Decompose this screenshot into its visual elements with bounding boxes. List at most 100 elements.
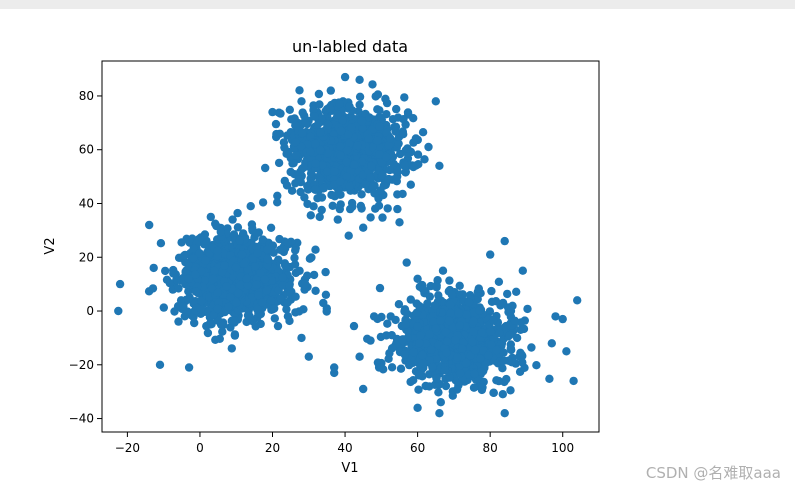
- data-point: [413, 322, 422, 331]
- x-tick-label: 0: [196, 441, 204, 455]
- data-point: [416, 331, 425, 341]
- data-point: [366, 213, 375, 222]
- data-point: [290, 253, 299, 263]
- data-point: [353, 141, 362, 150]
- y-tick-label: 80: [79, 89, 94, 103]
- y-tick-label: 60: [79, 143, 94, 157]
- data-point: [333, 215, 342, 224]
- data-point: [500, 236, 509, 246]
- data-point: [273, 321, 283, 331]
- data-point: [270, 314, 279, 323]
- data-point: [395, 218, 404, 227]
- data-point: [239, 259, 249, 268]
- data-point: [218, 327, 227, 336]
- data-point: [420, 155, 429, 164]
- data-point: [263, 254, 273, 264]
- data-point: [355, 92, 365, 102]
- data-point: [344, 130, 353, 139]
- data-point: [425, 370, 434, 379]
- data-point: [506, 386, 515, 395]
- data-point: [432, 283, 441, 292]
- data-point: [316, 146, 325, 155]
- data-point: [306, 147, 315, 156]
- data-point: [425, 292, 434, 301]
- data-point: [445, 300, 455, 309]
- data-point: [232, 298, 241, 307]
- data-point: [283, 298, 292, 307]
- data-point: [342, 146, 352, 155]
- data-point: [314, 119, 323, 129]
- data-point: [478, 383, 487, 392]
- data-point: [387, 363, 397, 372]
- data-point: [385, 165, 394, 175]
- data-point: [518, 266, 527, 275]
- data-point: [477, 367, 486, 377]
- data-point: [475, 306, 484, 315]
- data-point: [319, 183, 329, 193]
- data-point: [419, 358, 428, 368]
- x-tick-label: 60: [410, 441, 425, 455]
- data-point: [370, 189, 379, 198]
- data-point: [368, 80, 377, 89]
- data-point: [243, 281, 253, 290]
- data-point: [252, 229, 261, 238]
- data-point: [217, 267, 227, 277]
- data-point: [314, 89, 324, 99]
- chart-title: un-labled data: [292, 37, 408, 56]
- data-point: [226, 323, 235, 332]
- data-point: [347, 123, 356, 132]
- data-point: [386, 134, 395, 143]
- data-point: [403, 144, 412, 153]
- data-point: [379, 181, 388, 190]
- data-point: [177, 238, 186, 247]
- data-point: [253, 249, 262, 258]
- data-point: [231, 263, 241, 272]
- data-point: [191, 270, 200, 279]
- data-point: [300, 193, 309, 202]
- data-point: [294, 175, 303, 184]
- data-point: [183, 295, 193, 304]
- data-point: [263, 245, 272, 254]
- data-point: [355, 352, 364, 361]
- data-point: [336, 151, 346, 160]
- data-point: [174, 284, 183, 293]
- data-point: [348, 202, 357, 212]
- data-point: [532, 361, 541, 370]
- data-point: [169, 265, 178, 275]
- data-point: [435, 409, 444, 418]
- data-point: [252, 242, 261, 252]
- data-point: [342, 172, 351, 181]
- data-point: [392, 104, 401, 114]
- data-point: [297, 333, 306, 343]
- data-point: [452, 385, 462, 394]
- data-point: [174, 317, 183, 326]
- data-point: [383, 204, 392, 213]
- data-point: [274, 158, 284, 168]
- data-point: [287, 186, 297, 195]
- data-point: [325, 104, 335, 113]
- data-point: [486, 327, 496, 336]
- data-point: [322, 167, 332, 176]
- data-point: [252, 280, 261, 289]
- data-point: [206, 212, 215, 222]
- data-point: [378, 170, 387, 180]
- data-point: [211, 335, 220, 344]
- data-point: [345, 102, 354, 111]
- data-point: [197, 296, 206, 306]
- data-point: [283, 238, 292, 247]
- data-point: [262, 286, 271, 295]
- data-point: [191, 287, 200, 296]
- data-point: [254, 291, 263, 300]
- data-point: [371, 92, 380, 101]
- data-point: [323, 120, 333, 130]
- data-point: [469, 383, 479, 392]
- data-point: [455, 321, 464, 330]
- data-point: [406, 295, 415, 304]
- data-point: [233, 223, 243, 232]
- data-point: [398, 189, 407, 199]
- data-point: [404, 327, 413, 336]
- data-point: [311, 185, 320, 194]
- data-point: [326, 86, 335, 95]
- data-point: [281, 261, 290, 270]
- data-point: [481, 358, 490, 368]
